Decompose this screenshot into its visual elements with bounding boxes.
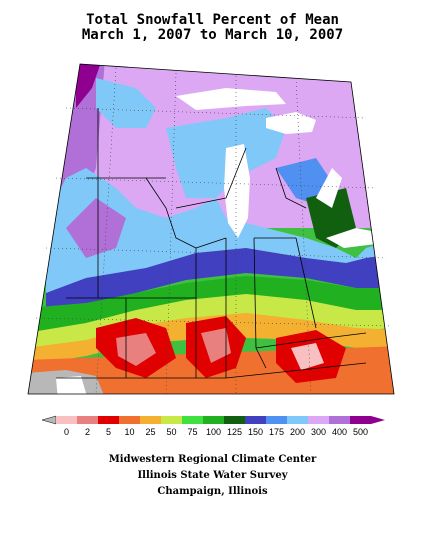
legend-swatch xyxy=(308,416,329,424)
legend-swatch xyxy=(182,416,203,424)
state-boundaries xyxy=(27,63,395,395)
legend-swatch xyxy=(119,416,140,424)
credit-location: Champaign, Illinois xyxy=(157,486,268,497)
legend-swatch xyxy=(161,416,182,424)
map-title: Total Snowfall Percent of Mean xyxy=(86,12,339,28)
legend-swatch xyxy=(203,416,224,424)
legend-swatch xyxy=(98,416,119,424)
color-legend: 0 2 5 10 25 50 75 100 125 150 175 200 300 400 500 xyxy=(41,415,385,437)
legend-label: 500 xyxy=(353,427,368,437)
map-date-range: March 1, 2007 to March 10, 2007 xyxy=(81,27,344,43)
legend-label: 2 xyxy=(85,427,90,437)
legend-label: 5 xyxy=(106,427,111,437)
legend-label: 75 xyxy=(187,427,197,437)
lat-lon-grid xyxy=(35,67,392,395)
legend-swatch xyxy=(77,416,98,424)
legend-label: 50 xyxy=(166,427,176,437)
legend-label: 175 xyxy=(269,427,284,437)
legend-swatch xyxy=(140,416,161,424)
snowfall-map xyxy=(27,63,395,395)
legend-swatch xyxy=(287,416,308,424)
legend-low-arrow xyxy=(41,415,57,425)
snowfall-contours xyxy=(28,64,394,394)
legend-swatch xyxy=(224,416,245,424)
legend-label: 400 xyxy=(332,427,347,437)
legend-swatch xyxy=(245,416,266,424)
legend-label: 0 xyxy=(64,427,69,437)
legend-label: 300 xyxy=(311,427,326,437)
legend-label: 25 xyxy=(145,427,155,437)
legend-label: 10 xyxy=(124,427,134,437)
legend-label: 100 xyxy=(206,427,221,437)
legend-label: 200 xyxy=(290,427,305,437)
legend-swatch xyxy=(329,416,350,424)
credit-survey: Illinois State Water Survey xyxy=(137,470,288,481)
legend-label: 150 xyxy=(248,427,263,437)
legend-swatch xyxy=(266,416,287,424)
legend-label: 125 xyxy=(227,427,242,437)
legend-swatch xyxy=(56,416,77,424)
legend-swatch xyxy=(350,416,371,424)
credit-organization: Midwestern Regional Climate Center xyxy=(108,454,317,465)
legend-high-arrow xyxy=(371,416,385,424)
